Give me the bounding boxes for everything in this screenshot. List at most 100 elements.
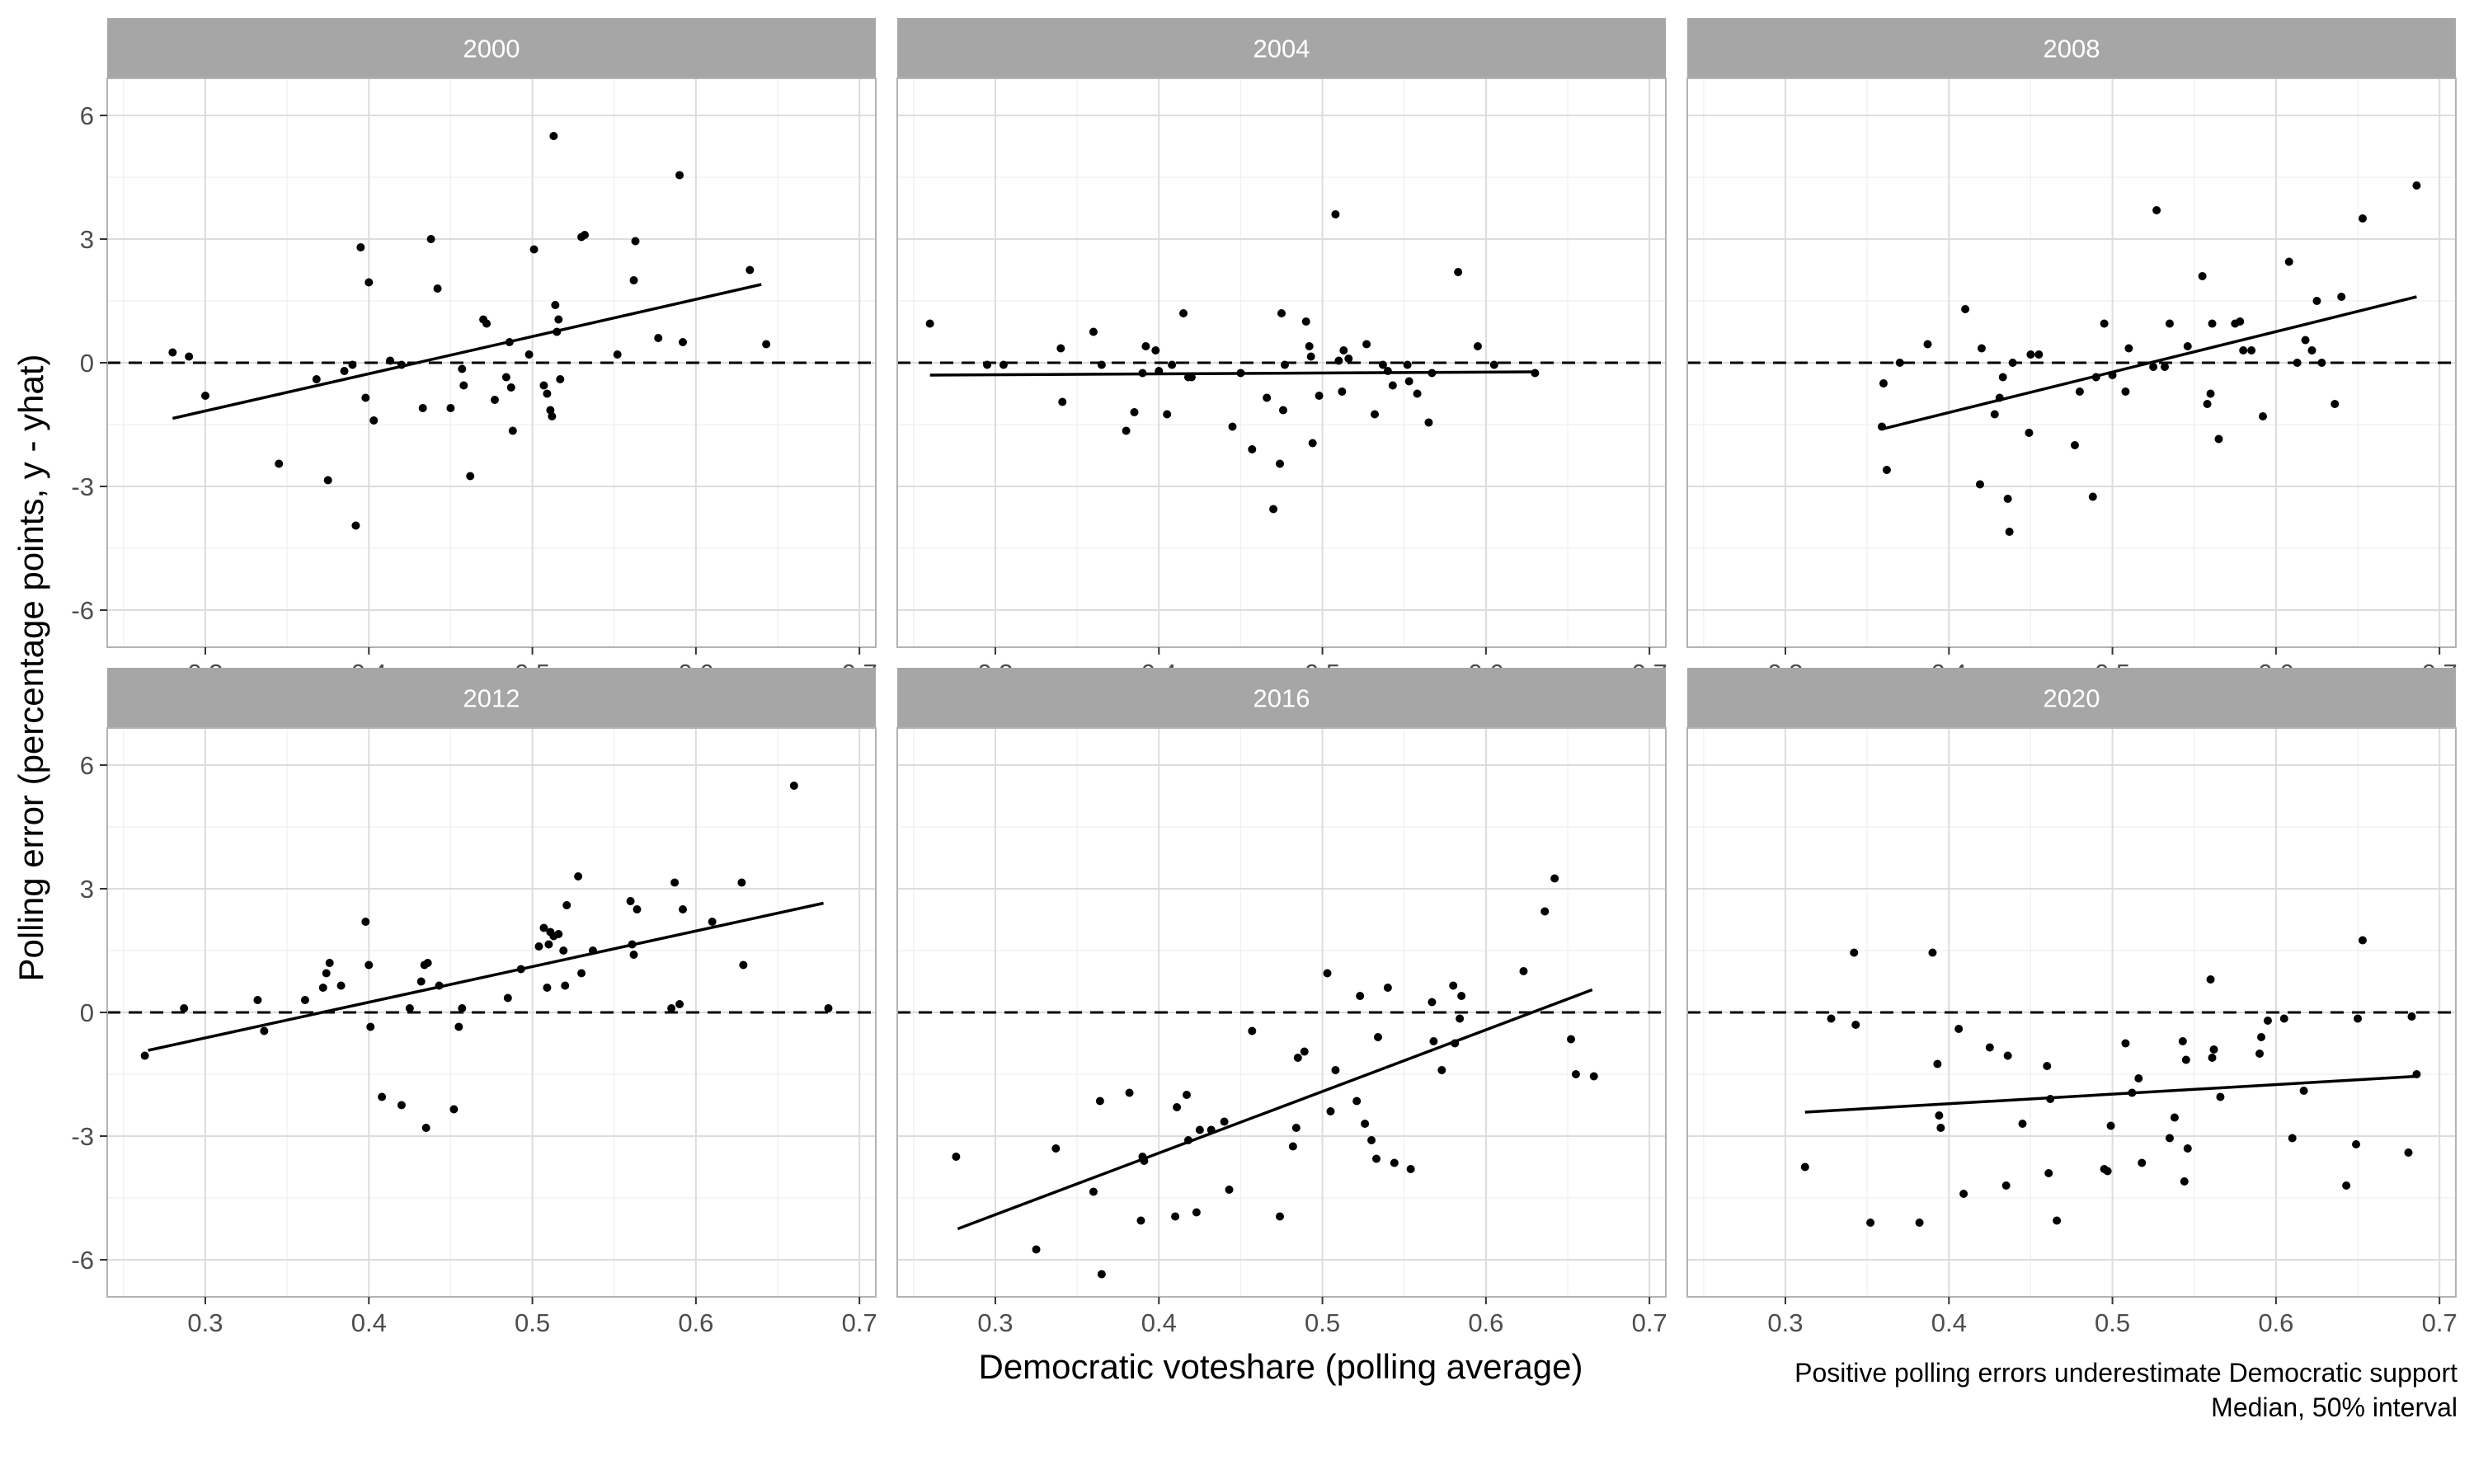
data-point [629, 276, 638, 284]
data-point [501, 373, 510, 382]
data-point [631, 237, 640, 246]
y-tick-label: -3 [71, 472, 94, 501]
data-point [397, 360, 406, 369]
data-point [260, 1026, 269, 1036]
data-point [1276, 1212, 1285, 1221]
data-point [1923, 340, 1932, 349]
data-point [824, 1004, 833, 1012]
data-point [2070, 441, 2079, 449]
data-point [433, 284, 442, 293]
data-point [613, 350, 622, 359]
data-point [952, 1153, 961, 1161]
data-point [340, 367, 349, 375]
data-point [708, 918, 717, 926]
data-point [2301, 336, 2310, 345]
data-point [1163, 410, 1172, 419]
data-point [2034, 350, 2044, 359]
data-point [1138, 369, 1147, 378]
data-point [1388, 381, 1397, 390]
x-tick-label: 0.4 [1931, 1308, 1967, 1337]
data-point [983, 360, 992, 369]
x-tick-label: 0.5 [1305, 1308, 1340, 1337]
data-point [2044, 1169, 2053, 1177]
data-point [1378, 360, 1387, 369]
y-tick-label: -6 [71, 596, 94, 625]
caption-line-2: Median, 50% interval [2211, 1392, 2458, 1422]
y-axis-title: Polling error (percentage points, y - yh… [12, 354, 50, 981]
data-point [1998, 373, 2007, 382]
data-point [2239, 346, 2248, 355]
data-point [1427, 369, 1437, 378]
fit-line [1804, 1074, 2417, 1114]
data-point [1571, 1070, 1580, 1078]
data-point [1192, 1208, 1201, 1217]
y-tick-label: 6 [80, 101, 94, 130]
data-point [1293, 1054, 1302, 1062]
data-point [1437, 1066, 1446, 1074]
data-point [1140, 1157, 1149, 1165]
data-point [2180, 1177, 2189, 1186]
data-point [1151, 346, 1160, 355]
data-point [549, 132, 558, 140]
data-point [366, 1022, 375, 1031]
data-point [361, 918, 370, 926]
y-tick-label: 6 [80, 751, 94, 780]
facet-strip [1687, 18, 2456, 78]
data-point [2236, 317, 2245, 326]
data-point [1308, 439, 1317, 448]
data-point [1449, 981, 1458, 990]
data-point [654, 334, 663, 342]
data-point [1305, 342, 1314, 350]
data-point [275, 459, 284, 468]
data-point [577, 969, 586, 978]
data-point [588, 946, 597, 955]
data-point [556, 375, 565, 383]
data-point [1141, 342, 1150, 350]
data-point [789, 782, 798, 790]
data-point [1954, 1025, 1964, 1033]
data-point [1315, 392, 1324, 400]
data-point [2358, 214, 2367, 223]
data-point [1334, 356, 1343, 365]
data-point [2178, 1037, 2187, 1045]
data-point [322, 969, 331, 978]
x-tick-label: 0.3 [1767, 1308, 1803, 1337]
data-point [2053, 1216, 2062, 1225]
x-tick-label: 0.5 [515, 1308, 550, 1337]
data-point [1291, 1124, 1300, 1132]
data-point [1122, 426, 1131, 435]
data-point [505, 338, 514, 346]
data-point [140, 1051, 149, 1060]
data-point [2088, 492, 2097, 501]
data-point [1248, 445, 1257, 453]
data-point [1404, 377, 1413, 386]
data-point [2108, 371, 2117, 379]
data-point [1361, 1120, 1370, 1128]
data-point [1058, 397, 1067, 406]
facet-strip-label: 2004 [1253, 35, 1310, 63]
data-point [1179, 309, 1188, 317]
data-point [185, 352, 194, 361]
data-point [2312, 297, 2321, 305]
x-tick-label: 0.3 [977, 1308, 1013, 1337]
data-point [1850, 948, 1859, 957]
data-point [348, 360, 357, 369]
data-point [2008, 359, 2017, 367]
data-point [1827, 1014, 1836, 1023]
data-point [2293, 359, 2302, 367]
fit-line [148, 901, 824, 1052]
data-point [2247, 346, 2256, 355]
data-point [548, 412, 557, 420]
data-point [1097, 1270, 1106, 1279]
data-point [365, 278, 374, 287]
data-point [1895, 359, 1904, 367]
data-point [1168, 360, 1177, 369]
data-point [574, 872, 583, 881]
data-point [2128, 1088, 2137, 1097]
data-point [534, 942, 543, 951]
data-point [2106, 1121, 2115, 1130]
data-point [1882, 466, 1891, 474]
data-point [1277, 309, 1286, 317]
